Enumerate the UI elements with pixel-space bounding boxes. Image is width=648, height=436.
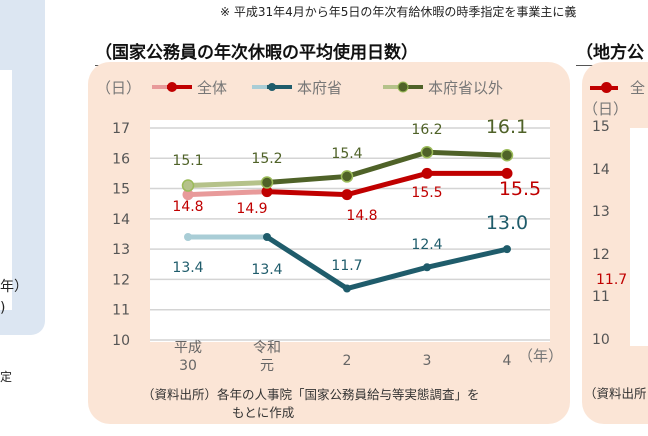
series-segment	[187, 189, 268, 198]
plot-area	[150, 120, 550, 342]
data-point	[421, 167, 433, 179]
source-line-1: （資料出所）各年の人事院「国家公務員給与等実態調査」を	[142, 387, 480, 402]
data-point	[261, 186, 273, 198]
left-fragment: 年）	[0, 279, 28, 295]
data-point	[420, 145, 434, 159]
right-legend-label: 全	[630, 79, 646, 97]
y-tick-label: 16	[112, 151, 130, 167]
x-tick-label: 30	[179, 358, 197, 374]
y-tick-label: 13	[112, 242, 130, 258]
x-tick-label: 令和	[253, 340, 281, 356]
data-point	[181, 179, 195, 192]
x-tick-label: 元	[260, 358, 274, 374]
y-tick-label: 15	[112, 182, 130, 198]
right-y-tick: 12	[592, 246, 610, 263]
data-point	[182, 189, 194, 201]
data-label: 14.9	[236, 201, 267, 217]
data-label: 16.2	[411, 122, 442, 138]
data-point	[423, 263, 431, 272]
data-label: 15.4	[331, 146, 362, 162]
y-tick-label: 14	[112, 212, 130, 228]
legend-marker	[167, 82, 177, 92]
source-line-2: もとに作成	[232, 405, 295, 420]
data-point	[501, 167, 513, 179]
data-label: 13.4	[251, 262, 282, 278]
data-label: 13.0	[486, 212, 528, 234]
data-label: 13.4	[172, 260, 203, 276]
y-tick-label: 12	[112, 272, 130, 288]
legend-label: 本府省	[297, 79, 342, 97]
data-point	[340, 170, 354, 183]
x-axis-label: （年）	[518, 347, 564, 365]
right-plot-area	[630, 128, 648, 346]
data-label: 15.5	[411, 185, 442, 201]
legend-label: 本府省以外	[428, 79, 503, 97]
data-label: 16.1	[486, 116, 528, 138]
data-point	[343, 284, 351, 293]
series-line	[266, 149, 508, 185]
x-tick-label: 3	[423, 353, 432, 369]
data-label: 14.8	[346, 208, 377, 224]
left-panel-inner	[0, 70, 12, 310]
legend-marker	[268, 83, 276, 91]
x-tick-label: 4	[503, 353, 512, 369]
data-point	[263, 233, 271, 242]
y-unit-label: （日）	[96, 79, 142, 97]
data-point	[184, 233, 192, 242]
series-line	[266, 170, 507, 198]
right-source: （資料出所	[584, 386, 647, 401]
y-tick-label: 10	[112, 333, 130, 349]
right-y-tick: 13	[592, 204, 610, 220]
right-y-tick: 15	[592, 119, 610, 135]
right-y-tick: 11	[592, 289, 610, 305]
data-point	[500, 148, 514, 162]
legend-label: 全体	[197, 79, 227, 97]
right-y-unit: （日）	[583, 100, 629, 118]
data-label: 12.4	[411, 237, 442, 253]
right-y-tick: 14	[592, 161, 610, 178]
data-label: 15.5	[499, 178, 541, 200]
y-tick-label: 11	[112, 303, 130, 319]
left-fragment: )	[0, 300, 6, 316]
right-y-tick: 10	[592, 331, 610, 348]
left-fragment: 定	[0, 370, 13, 384]
data-point	[341, 189, 353, 201]
data-label: 14.8	[172, 199, 203, 215]
series-segment	[187, 179, 268, 189]
right-data-label: 11.7	[596, 272, 628, 288]
legend-marker	[397, 81, 409, 93]
data-point	[260, 176, 274, 189]
header-note: ※ 平成31年4月から年5日の年次有給休暇の時季指定を事業主に義	[220, 5, 577, 19]
data-point	[503, 245, 511, 254]
right-legend-marker	[601, 82, 612, 93]
x-tick-label: 平成	[174, 340, 202, 356]
y-tick-label: 17	[112, 121, 130, 137]
data-label: 15.1	[172, 153, 203, 169]
series-line	[265, 234, 508, 292]
x-tick-label: 2	[343, 353, 352, 369]
data-label: 11.7	[331, 258, 362, 274]
data-label: 15.2	[251, 151, 282, 167]
